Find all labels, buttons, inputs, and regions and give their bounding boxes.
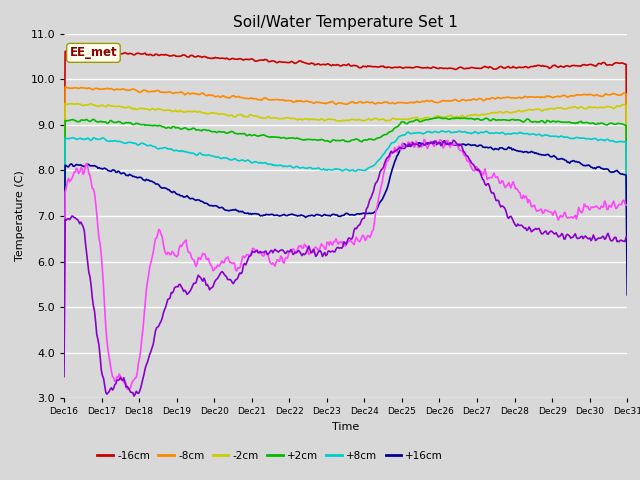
X-axis label: Time: Time [332,422,359,432]
Y-axis label: Temperature (C): Temperature (C) [15,170,25,262]
Title: Soil/Water Temperature Set 1: Soil/Water Temperature Set 1 [233,15,458,30]
Text: EE_met: EE_met [70,47,117,60]
